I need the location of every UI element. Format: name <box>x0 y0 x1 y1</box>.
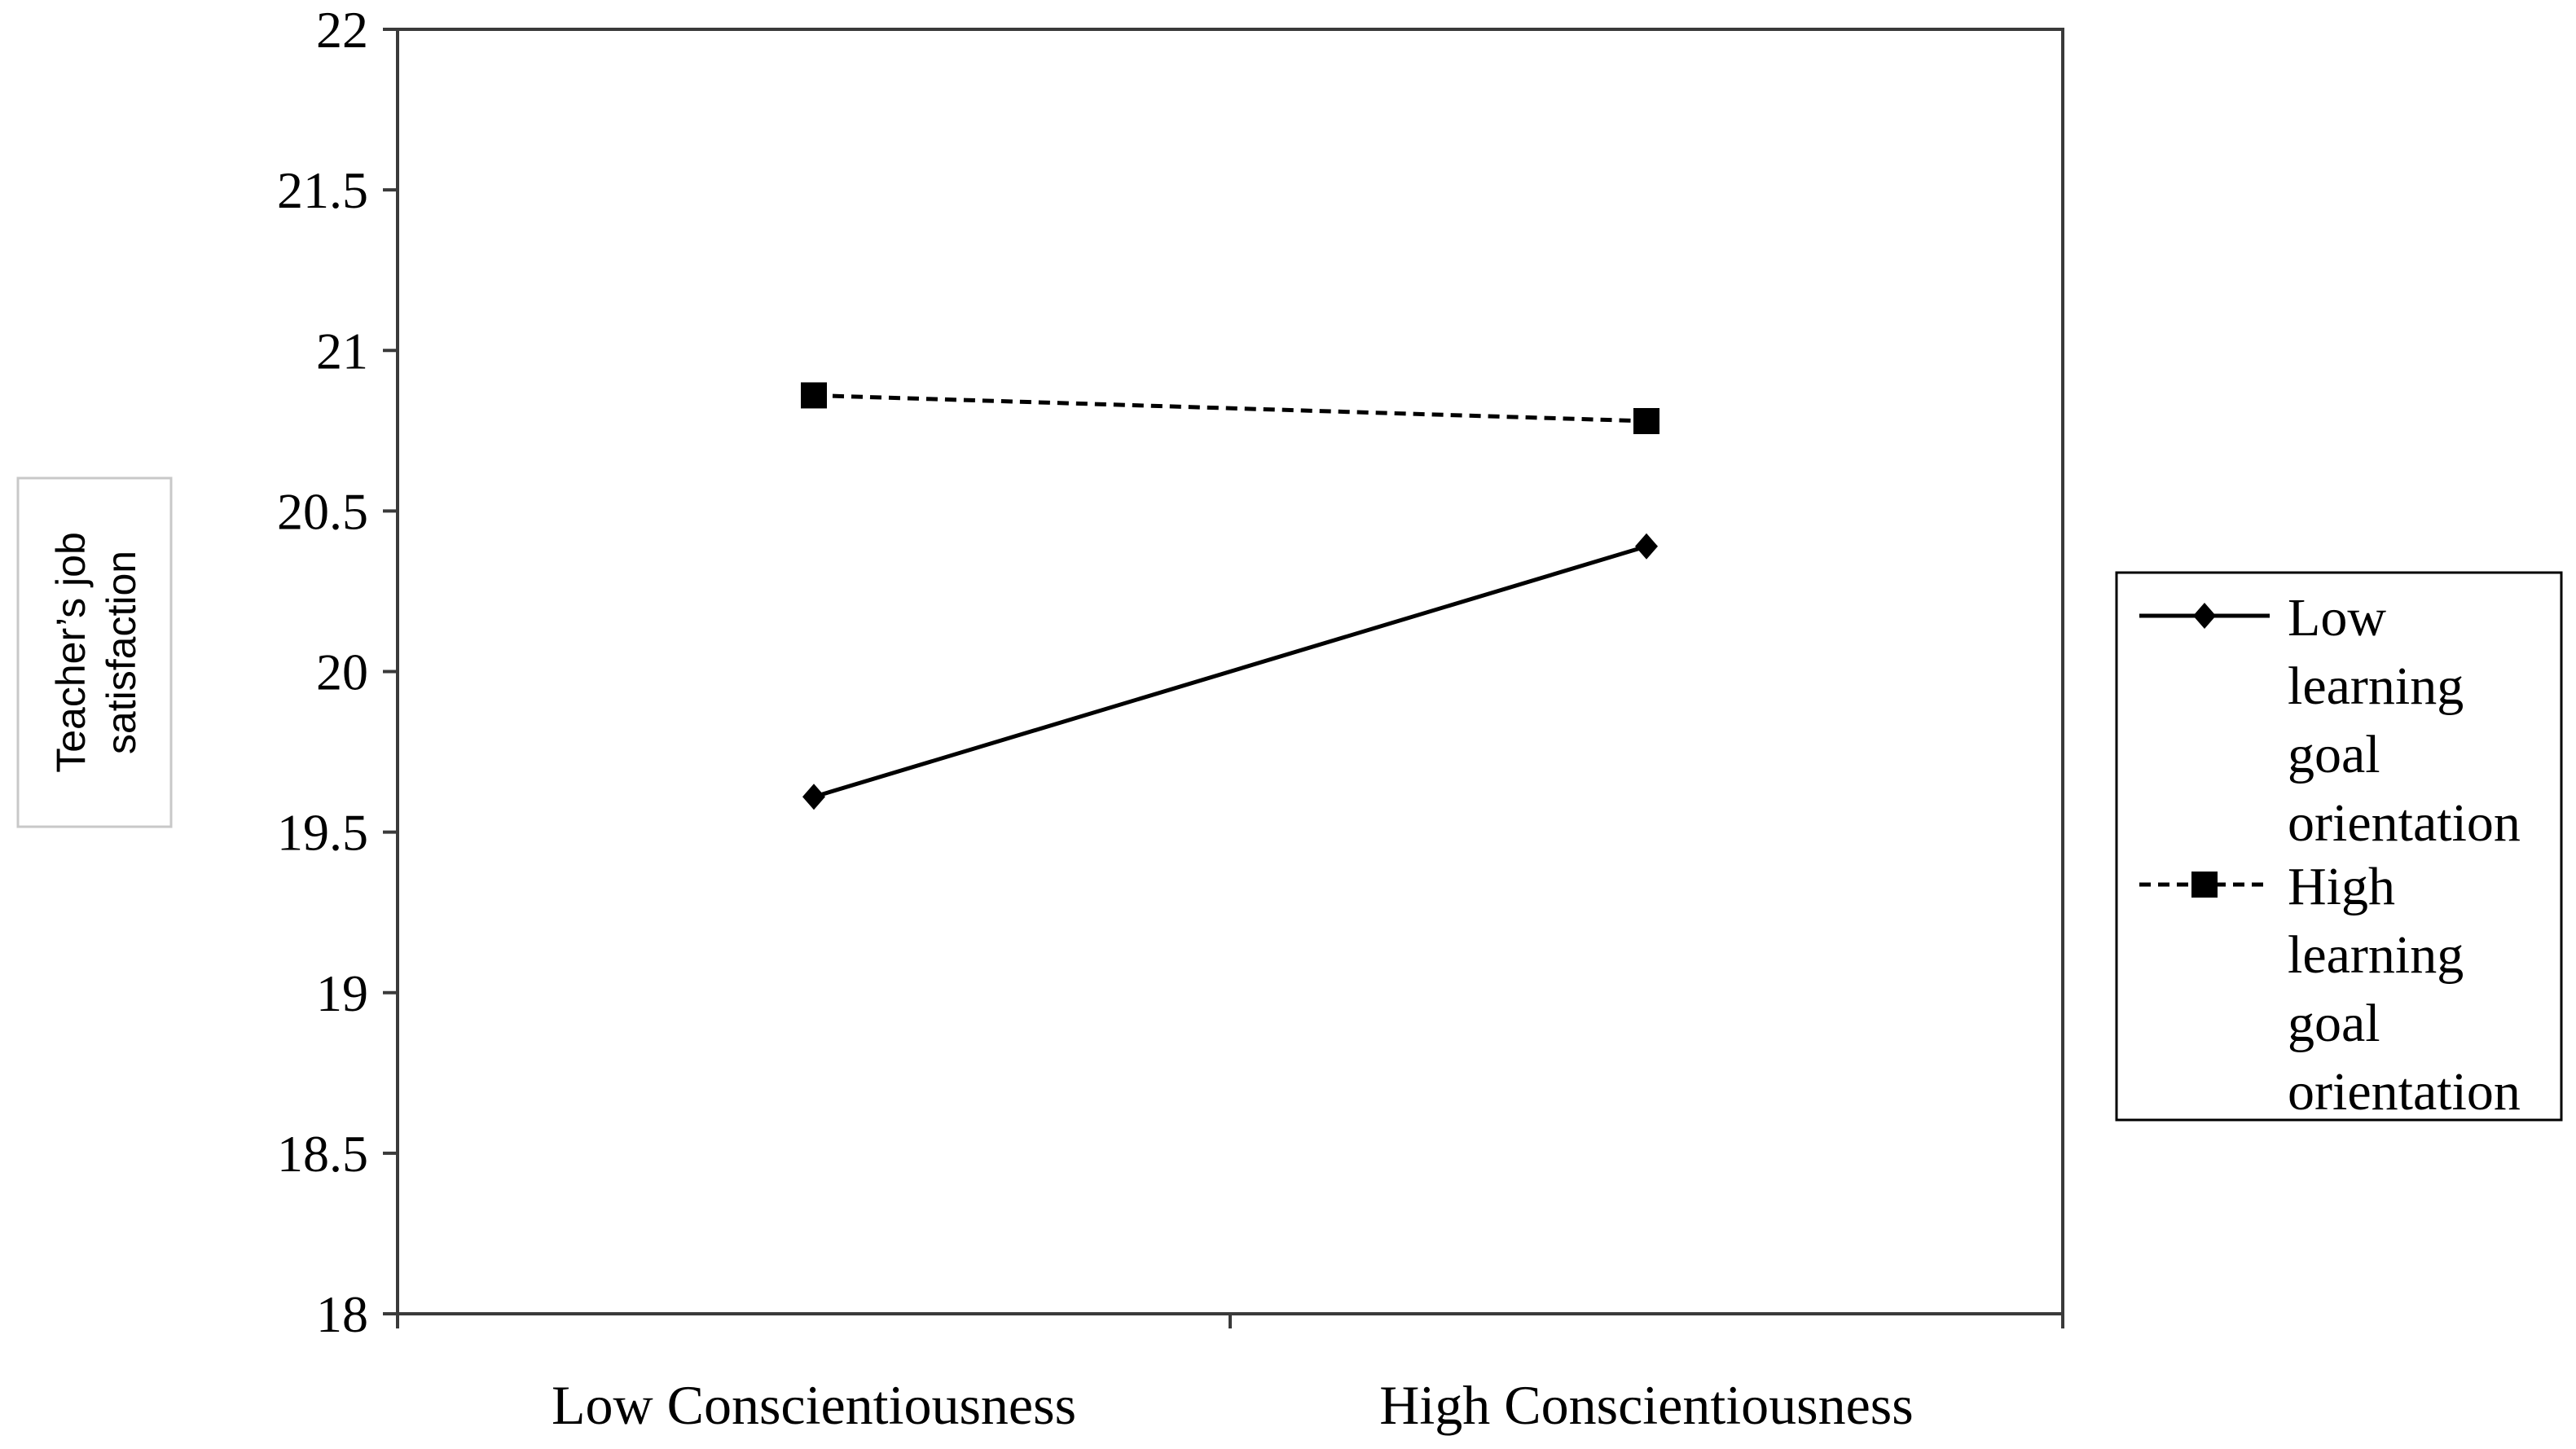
y-axis-title-box <box>16 476 173 828</box>
legend-label-line: goal <box>2288 994 2380 1053</box>
legend-label-line: goal <box>2288 725 2380 784</box>
legend-label-line: High <box>2288 857 2395 916</box>
legend-label-line: orientation <box>2288 1062 2521 1122</box>
legend-label-line: orientation <box>2288 793 2521 853</box>
series-2 <box>801 382 1659 434</box>
series-layer <box>801 382 1659 810</box>
data-point <box>801 382 827 409</box>
legend: LowlearninggoalorientationHighlearninggo… <box>2115 571 2563 1122</box>
y-tick-label: 18.5 <box>277 1125 368 1183</box>
y-tick-label: 20.5 <box>277 482 368 540</box>
series-1 <box>802 533 1658 810</box>
y-tick-label: 21 <box>316 322 368 380</box>
x-axis: Low Conscientiousness High Conscientiousn… <box>396 1314 2064 1436</box>
y-axis: 18 18.5 19 19.5 20 20.5 21 21.5 22 <box>277 1 398 1343</box>
x-tick-label: Low Conscientiousness <box>552 1374 1076 1436</box>
data-point <box>1635 533 1658 560</box>
legend-box <box>2115 571 2563 1122</box>
legend-item-1: Low learning goal orientation <box>2139 588 2521 853</box>
data-point <box>1633 407 1659 434</box>
y-axis-title-line-1: Teacher’s job <box>48 532 94 773</box>
legend-label-line: learning <box>2288 656 2464 716</box>
y-axis-title: Teacher’s job satisfaction <box>16 476 173 828</box>
y-tick-label: 19 <box>316 964 368 1022</box>
legend-swatch-marker <box>2193 603 2216 629</box>
legend-swatch-marker <box>2191 872 2218 898</box>
series-line <box>813 393 1647 424</box>
legend-label-line: Low <box>2288 588 2386 648</box>
legend-label-line: learning <box>2288 925 2464 985</box>
y-tick-label: 22 <box>316 1 368 59</box>
y-tick-label: 18 <box>316 1285 368 1343</box>
legend-item-2: High learning goal orientation <box>2139 857 2521 1122</box>
series-line <box>813 544 1647 799</box>
y-tick-label: 19.5 <box>277 804 368 862</box>
data-point <box>802 784 825 810</box>
y-axis-title-line-2: satisfaction <box>99 551 144 754</box>
x-tick-label: High Conscientiousness <box>1379 1374 1913 1436</box>
y-tick-label: 20 <box>316 643 368 701</box>
y-tick-label: 21.5 <box>277 161 368 219</box>
